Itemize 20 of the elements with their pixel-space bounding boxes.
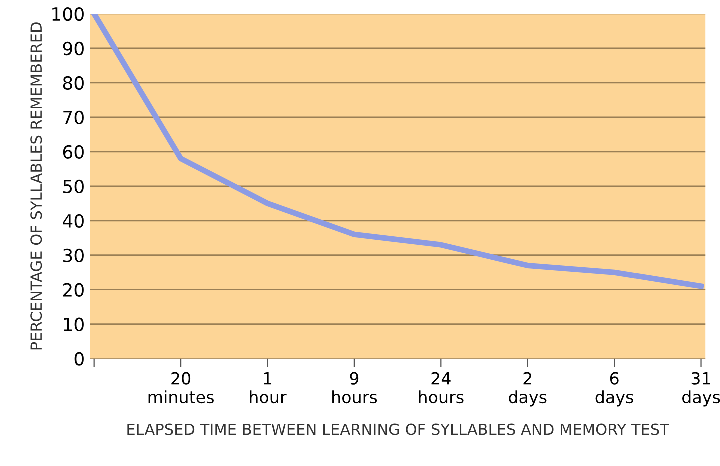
x-tick-label: 6 days: [596, 372, 634, 407]
y-tick-label: 100: [52, 7, 84, 22]
y-tick-label: 90: [63, 42, 84, 56]
y-tick-label: 0: [74, 352, 84, 366]
x-tick-label: 1 hour: [250, 372, 287, 404]
y-tick-label: 20: [63, 283, 84, 297]
x-tick-label: 9 hours: [332, 372, 378, 404]
y-tick-label: 80: [63, 76, 84, 90]
y-tick-label: 40: [63, 214, 84, 228]
y-tick-label: 70: [64, 110, 84, 125]
y-tick-label: 10: [64, 318, 84, 332]
y-tick-label: 30: [64, 248, 84, 262]
x-tick-label: 31 days: [682, 372, 720, 407]
x-tick-label: 2 days: [509, 372, 547, 407]
y-axis-title: PERCENTAGE OF SYLLABLES REMEMBERED: [30, 22, 42, 350]
y-tick-label: 50: [64, 180, 84, 194]
y-tick-label: 60: [63, 145, 84, 160]
x-tick-label: 20 minutes: [148, 372, 214, 404]
x-axis-title: ELAPSED TIME BETWEEN LEARNING OF SYLLABLES AND MEMORY TEST: [128, 424, 670, 436]
x-tick-label: 24 hours: [419, 372, 464, 404]
